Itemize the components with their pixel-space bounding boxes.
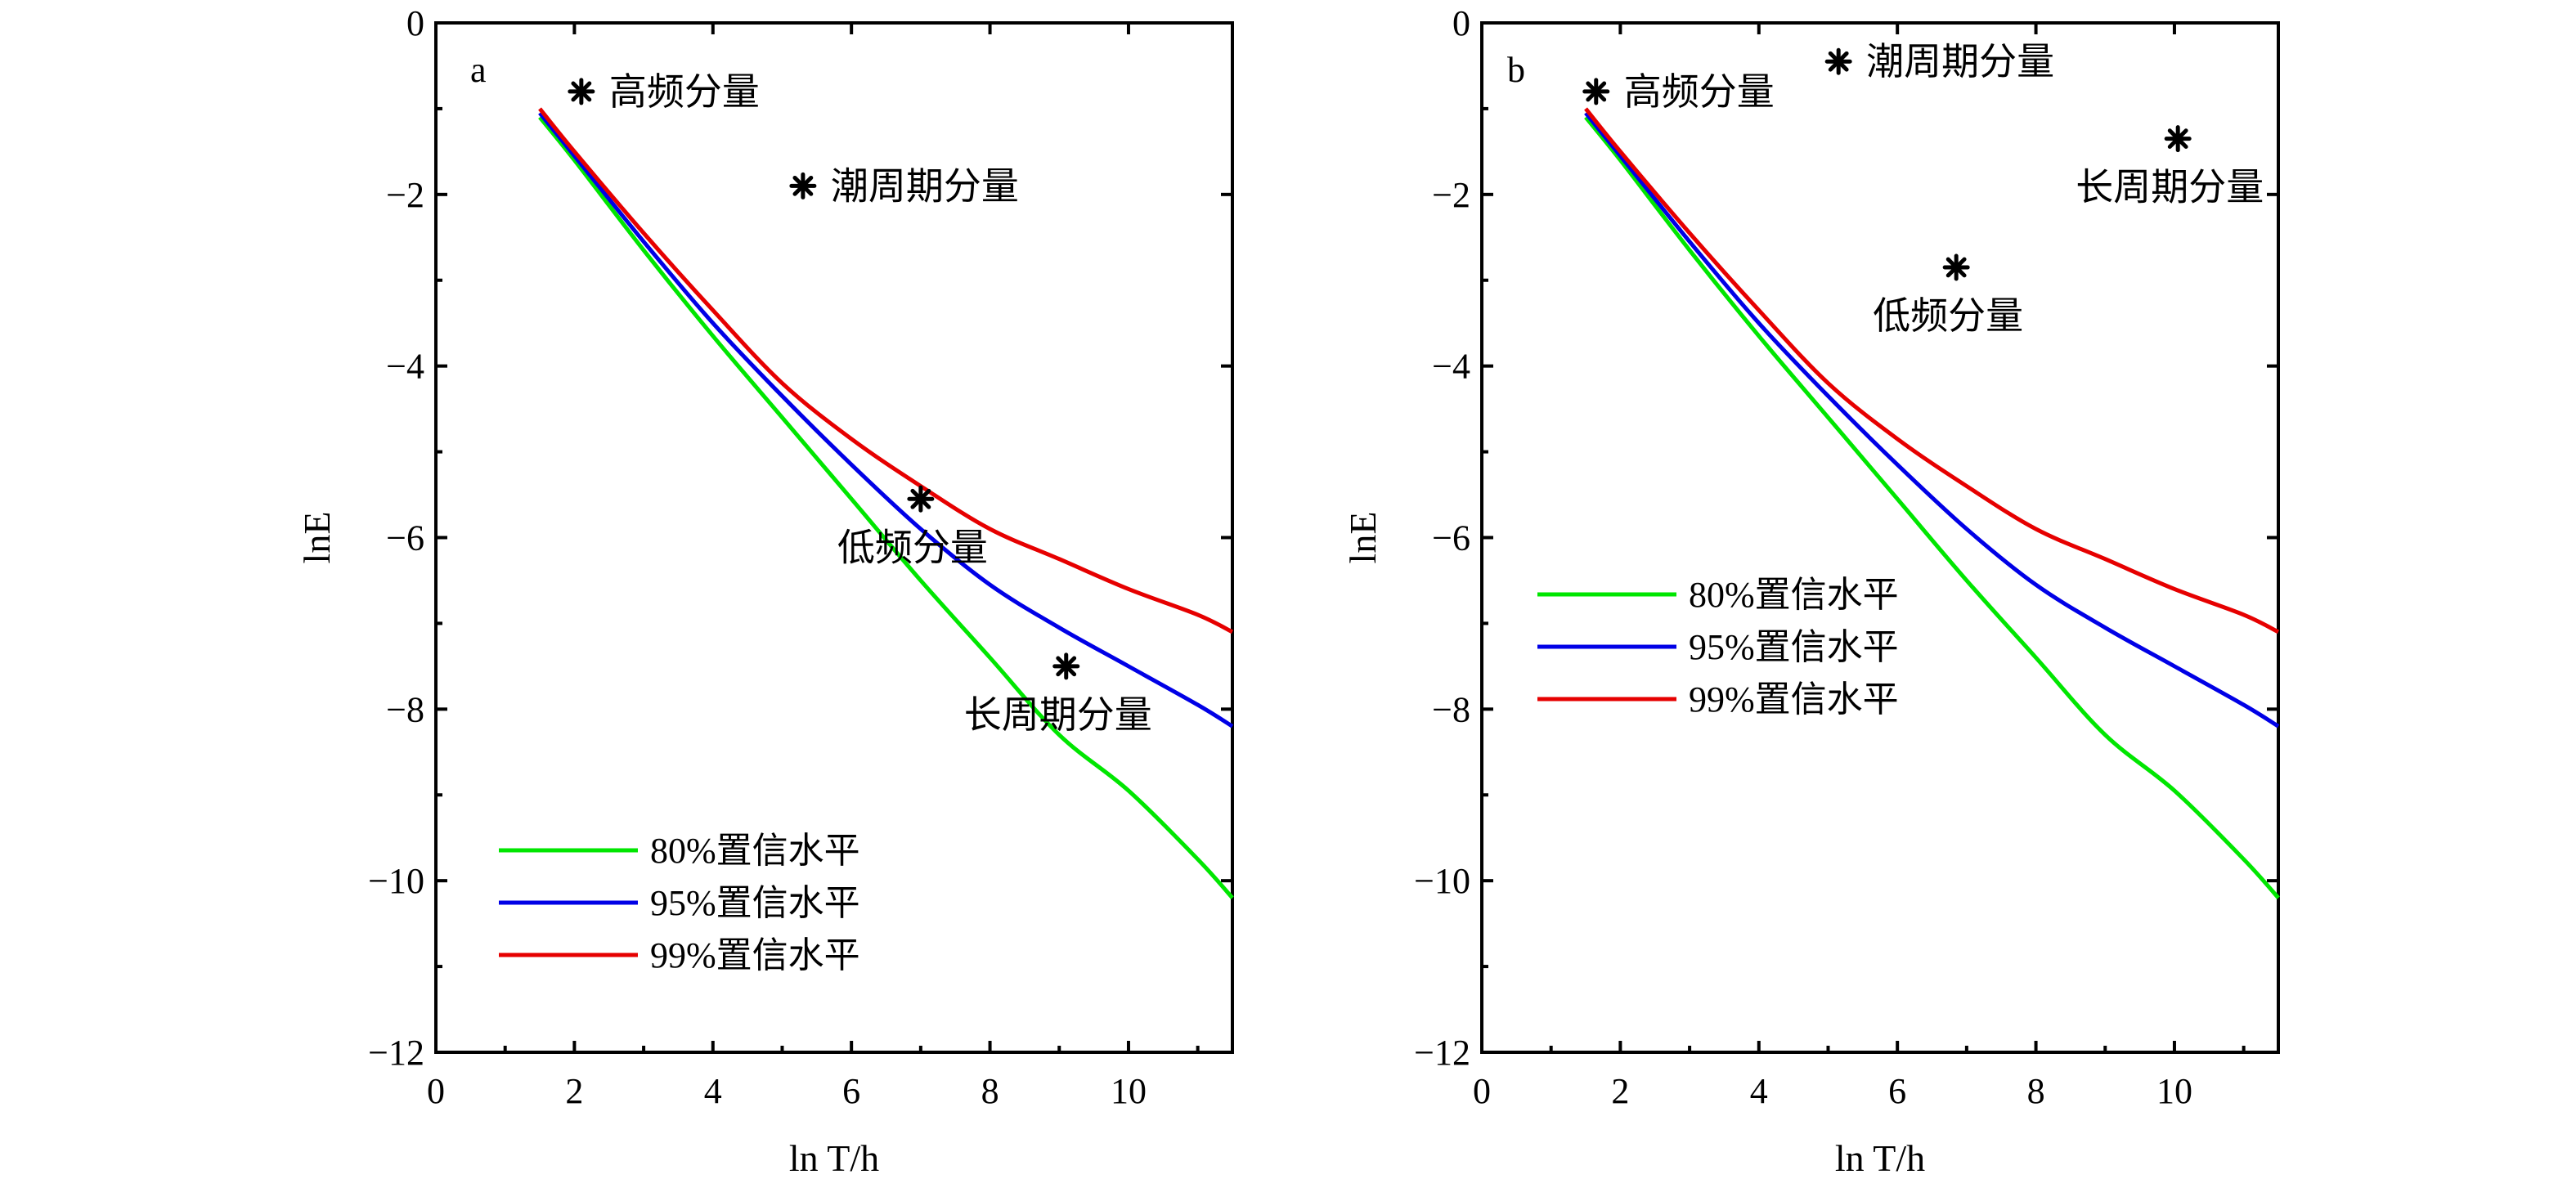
y-tick-label: −4 [1432,347,1470,387]
x-tick-label: 8 [2027,1071,2045,1111]
x-tick-label: 10 [2156,1071,2192,1111]
x-tick-label: 4 [1750,1071,1768,1111]
asterisk-marker [1824,47,1852,75]
chart-panel-b: 0 2 4 6 8 10 0 −2 −4 −6 −8 −10 −12 ln T/h lnE b 80%置信水平 9… [1342,3,2280,1179]
legend-label: 95%置信水平 [650,883,860,923]
x-axis-label: ln T/h [1835,1137,1925,1179]
asterisk-stroke [1586,81,1607,102]
y-tick-label: −12 [368,1033,424,1073]
x-tick-label: 8 [981,1071,999,1111]
y-tick-label: −8 [1432,689,1470,729]
legend-label: 99%置信水平 [650,935,860,975]
asterisk-stroke [792,175,814,196]
y-tick-label: −10 [1414,861,1470,901]
y-tick-label: −2 [1432,175,1470,215]
asterisk-marker [2164,125,2192,153]
legend-label: 80%置信水平 [650,831,860,871]
x-tick-label: 0 [1473,1071,1491,1111]
x-tick-label: 6 [842,1071,860,1111]
annotation-label: 长周期分量 [964,693,1152,737]
y-tick-label: 0 [406,3,424,43]
y-tick-label: −8 [386,689,424,729]
annotation-label: 潮周期分量 [831,164,1019,208]
series-line-80 [538,115,1234,899]
x-tick-label: 0 [427,1071,445,1111]
asterisk-stroke [910,488,931,509]
annotation-label: 高频分量 [609,69,760,114]
y-tick-label: −4 [386,347,424,387]
annotation-label: 潮周期分量 [1866,39,2054,83]
asterisk-stroke [1828,51,1849,72]
asterisk-marker [1942,253,1970,281]
y-tick-label: −10 [368,861,424,901]
panel-label: b [1507,50,1525,90]
y-tick-label: 0 [1452,3,1470,43]
x-tick-label: 2 [1611,1071,1629,1111]
legend: 80%置信水平 95%置信水平 99%置信水平 [499,831,860,975]
x-tick-label: 4 [704,1071,722,1111]
annotation-label: 高频分量 [1624,69,1775,114]
chart-panel-a: 0 2 4 6 8 10 0 −2 −4 −6 −8 −10 −12 ln T/h lnE a 80%置信水平 9… [296,3,1234,1179]
asterisk-marker [568,78,595,105]
series-line-95 [1584,111,2280,728]
y-axis-label: lnE [1342,512,1384,564]
series-line-99 [538,107,1234,634]
panel-label: a [470,50,487,90]
asterisk-marker [789,172,817,199]
y-tick-label: −2 [386,175,424,215]
y-tick-label: −12 [1414,1033,1470,1073]
asterisk-marker [907,485,935,513]
asterisk-marker [1582,78,1610,105]
x-axis-label: ln T/h [789,1137,879,1179]
series-line-95 [538,111,1234,728]
x-tick-label: 10 [1111,1071,1147,1111]
series-line-99 [1584,107,2280,634]
y-tick-label: −6 [1432,518,1470,558]
annotation-label: 低频分量 [837,525,988,569]
x-tick-label: 2 [565,1071,583,1111]
asterisk-stroke [571,81,592,102]
series-line-80 [1584,115,2280,899]
asterisk-stroke [1056,656,1077,677]
annotation-label: 低频分量 [1873,294,2023,338]
y-tick-label: −6 [386,518,424,558]
legend-label: 99%置信水平 [1689,679,1899,720]
asterisk-stroke [2167,128,2188,150]
legend: 80%置信水平 95%置信水平 99%置信水平 [1537,575,1899,720]
asterisk-stroke [1945,257,1967,278]
legend-label: 95%置信水平 [1689,627,1899,667]
asterisk-marker [1052,652,1080,680]
annotation-label: 长周期分量 [2076,165,2264,209]
legend-label: 80%置信水平 [1689,575,1899,615]
y-axis-label: lnE [296,512,338,564]
x-tick-label: 6 [1888,1071,1906,1111]
